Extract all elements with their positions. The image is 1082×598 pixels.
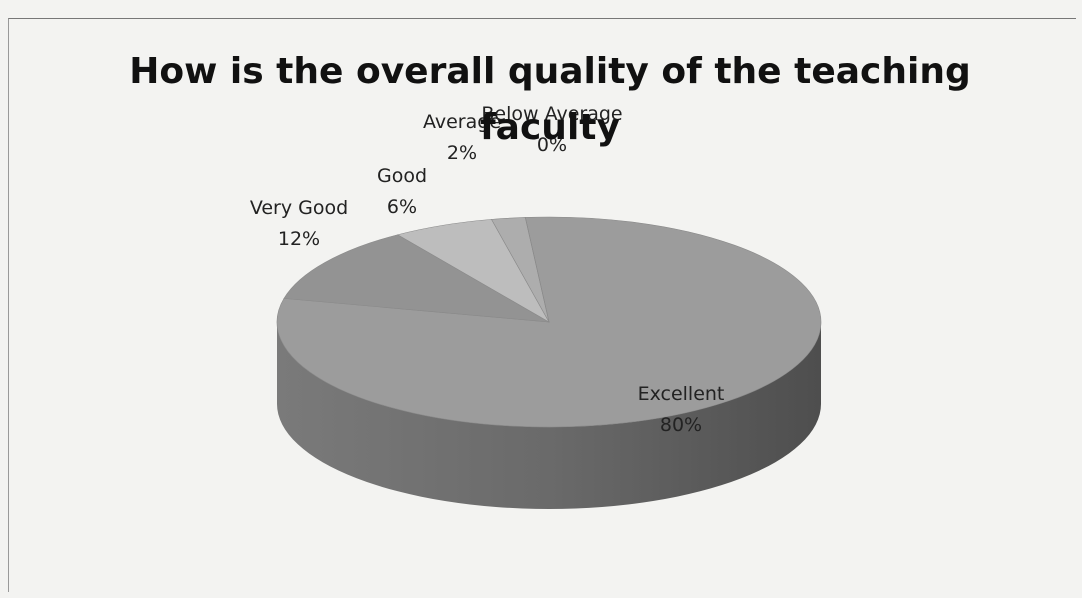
value-label: 12% xyxy=(278,228,320,250)
category-label: Average xyxy=(423,111,501,133)
value-label: 80% xyxy=(660,414,702,436)
pie-slice xyxy=(491,217,550,323)
chart-frame xyxy=(8,18,1076,592)
data-label: Excellent 80% xyxy=(638,383,725,436)
pie-slice xyxy=(283,234,550,323)
category-label: Very Good xyxy=(250,197,348,219)
category-label: Good xyxy=(377,165,427,187)
data-label: Average 2% xyxy=(423,111,501,164)
data-label: Below Average 0% xyxy=(481,103,622,156)
pie-side xyxy=(277,322,821,509)
chart-title: How is the overall quality of the teachi… xyxy=(129,51,971,148)
category-label: Below Average xyxy=(481,103,622,125)
value-label: 2% xyxy=(447,142,477,164)
value-label: 0% xyxy=(537,134,567,156)
value-label: 6% xyxy=(387,196,417,218)
category-label: Excellent xyxy=(638,383,725,405)
data-label: Very Good 12% xyxy=(250,197,348,250)
data-label: Good 6% xyxy=(377,165,427,218)
